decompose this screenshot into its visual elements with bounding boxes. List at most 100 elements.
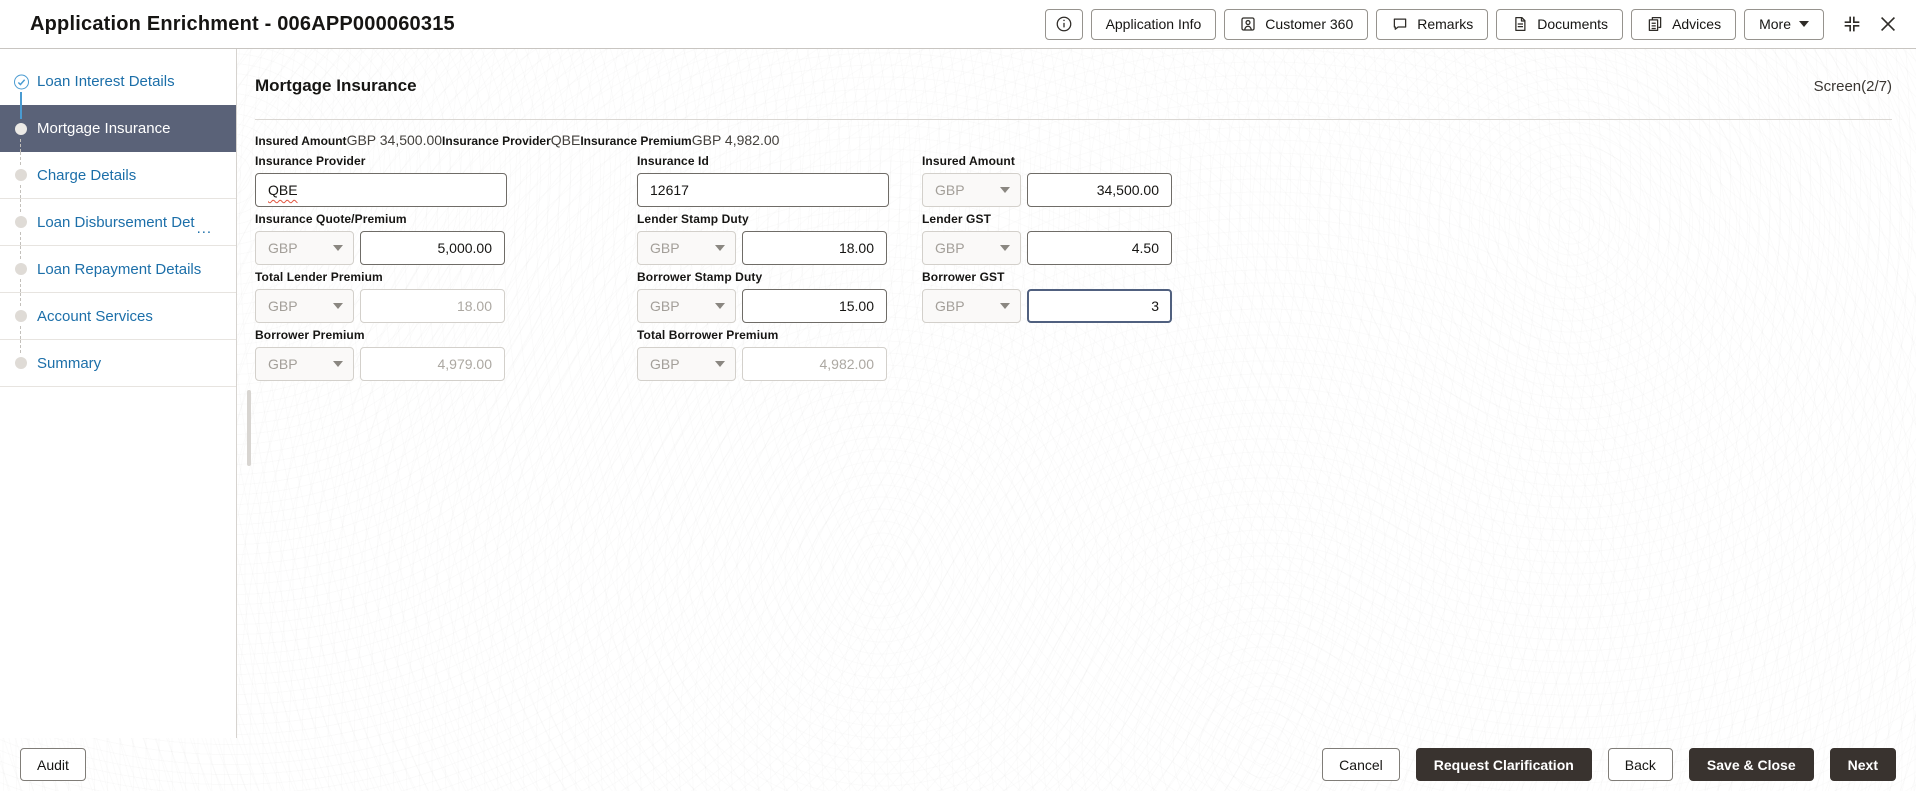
field-value: 5,000.00 xyxy=(437,240,493,256)
chevron-down-icon xyxy=(333,361,343,367)
insurance-summary-strip: Insured Amount GBP 34,500.00 Insurance Pr… xyxy=(255,132,1892,150)
insurance-id-input[interactable]: 12617 xyxy=(637,173,889,207)
field-value: 18.00 xyxy=(838,240,874,256)
sidebar-item-summary[interactable]: Summary xyxy=(0,340,236,387)
section-divider xyxy=(255,119,1892,120)
field-label: Insurance Quote/Premium xyxy=(255,212,407,226)
total-borrower-premium-currency-select[interactable]: GBP xyxy=(637,347,736,381)
info-icon xyxy=(1055,15,1073,33)
info-button[interactable] xyxy=(1044,8,1083,40)
form-field-borrower-premium: Borrower Premium GBP 4,979.00 xyxy=(255,328,637,382)
sidebar-item-loan-interest-details[interactable]: Loan Interest Details xyxy=(0,58,236,105)
remarks-button[interactable]: Remarks xyxy=(1376,8,1489,40)
chevron-down-icon xyxy=(1000,245,1010,251)
sidebar-item-mortgage-insurance[interactable]: Mortgage Insurance xyxy=(0,105,236,152)
field-label: Insurance Id xyxy=(637,154,709,168)
borrower-stamp-duty-currency-select[interactable]: GBP xyxy=(637,289,736,323)
mortgage-insurance-form: Insurance Provider QBE Insurance Id 12617 In… xyxy=(255,154,1892,382)
customer-360-button[interactable]: Customer 360 xyxy=(1224,8,1369,40)
lender-stamp-duty-currency-select[interactable]: GBP xyxy=(637,231,736,265)
summary-value: QBE xyxy=(550,132,581,148)
save-close-button[interactable]: Save & Close xyxy=(1688,748,1814,781)
field-value: 15.00 xyxy=(838,298,874,314)
borrower-premium-input[interactable]: 4,979.00 xyxy=(360,347,505,381)
step-bullet-icon xyxy=(15,263,27,275)
total-borrower-premium-input[interactable]: 4,982.00 xyxy=(742,347,887,381)
borrower-gst-currency-select[interactable]: GBP xyxy=(922,289,1021,323)
form-field-insured-amount: Insured Amount GBP 34,500.00 xyxy=(922,154,1182,208)
more-button[interactable]: More xyxy=(1744,8,1824,40)
sidebar-item-label: Account Services xyxy=(37,307,153,325)
form-field-total-borrower-premium: Total Borrower Premium GBP 4,982.00 xyxy=(637,328,922,382)
step-bullet-icon xyxy=(15,310,27,322)
field-input-row: GBP 4.50 xyxy=(922,231,1182,265)
chevron-down-icon xyxy=(1799,21,1809,27)
borrower-premium-currency-select[interactable]: GBP xyxy=(255,347,354,381)
insurance-quote-premium-currency-select[interactable]: GBP xyxy=(255,231,354,265)
insurance-provider-input[interactable]: QBE xyxy=(255,173,507,207)
back-button[interactable]: Back xyxy=(1607,748,1673,781)
summary-value: GBP 34,500.00 xyxy=(346,132,443,148)
lender-gst-currency-select[interactable]: GBP xyxy=(922,231,1021,265)
form-field-lender-gst: Lender GST GBP 4.50 xyxy=(922,212,1182,266)
content-header: Mortgage Insurance Screen(2/7) xyxy=(255,49,1892,99)
chevron-down-icon xyxy=(1000,187,1010,193)
step-bullet-icon xyxy=(15,357,27,369)
sidebar-item-loan-repayment-details[interactable]: Loan Repayment Details xyxy=(0,246,236,293)
field-value: 4,982.00 xyxy=(819,356,875,372)
request-clarification-button[interactable]: Request Clarification xyxy=(1415,748,1592,781)
field-label: Insurance Provider xyxy=(255,154,366,168)
application-info-button[interactable]: Application Info xyxy=(1090,8,1217,40)
more-label: More xyxy=(1759,16,1791,32)
insurance-quote-premium-input[interactable]: 5,000.00 xyxy=(360,231,505,265)
currency-code: GBP xyxy=(268,240,298,256)
field-label: Lender GST xyxy=(922,212,992,226)
application-info-label: Application Info xyxy=(1105,16,1202,32)
sidebar-item-account-services[interactable]: Account Services xyxy=(0,293,236,340)
lender-gst-input[interactable]: 4.50 xyxy=(1027,231,1172,265)
chevron-down-icon xyxy=(333,245,343,251)
currency-code: GBP xyxy=(935,240,965,256)
step-connector-line xyxy=(20,105,22,119)
summary-value: GBP 4,982.00 xyxy=(691,132,780,148)
sidebar-item-loan-disbursement-det[interactable]: Loan Disbursement Det... xyxy=(0,199,236,246)
insured-amount-currency-select[interactable]: GBP xyxy=(922,173,1021,207)
step-bullet-icon xyxy=(15,122,27,135)
truncation-ellipsis: ... xyxy=(196,219,213,237)
field-label: Borrower Stamp Duty xyxy=(637,270,763,284)
borrower-gst-input[interactable]: 3 xyxy=(1027,289,1172,323)
currency-code: GBP xyxy=(935,182,965,198)
remarks-label: Remarks xyxy=(1417,16,1474,32)
advices-button[interactable]: Advices xyxy=(1631,8,1737,40)
lender-stamp-duty-input[interactable]: 18.00 xyxy=(742,231,887,265)
fullscreen-toggle-icon[interactable] xyxy=(1838,10,1866,38)
section-title: Mortgage Insurance xyxy=(255,76,417,95)
check-icon xyxy=(14,74,29,89)
field-input-row: GBP 5,000.00 xyxy=(255,231,637,265)
summary-label: Insurance Premium xyxy=(580,134,692,148)
field-input-row: GBP 4,982.00 xyxy=(637,347,922,381)
next-button[interactable]: Next xyxy=(1829,748,1896,781)
field-input-row: QBE xyxy=(255,173,637,207)
step-connector-line xyxy=(20,185,21,198)
footer-action-bar: Audit Cancel Request Clarification Back … xyxy=(0,738,1916,791)
total-lender-premium-currency-select[interactable]: GBP xyxy=(255,289,354,323)
insured-amount-input[interactable]: 34,500.00 xyxy=(1027,173,1172,207)
page-title: Application Enrichment - 006APP000060315 xyxy=(30,12,455,35)
cancel-button[interactable]: Cancel xyxy=(1322,748,1400,781)
advices-label: Advices xyxy=(1672,16,1722,32)
audit-button[interactable]: Audit xyxy=(20,748,86,781)
documents-button[interactable]: Documents xyxy=(1496,8,1624,40)
sidebar-item-charge-details[interactable]: Charge Details xyxy=(0,152,236,199)
field-label: Total Lender Premium xyxy=(255,270,383,284)
sidebar-item-label: Loan Interest Details xyxy=(37,73,175,90)
total-lender-premium-input[interactable]: 18.00 xyxy=(360,289,505,323)
borrower-stamp-duty-input[interactable]: 15.00 xyxy=(742,289,887,323)
chevron-down-icon xyxy=(1000,303,1010,309)
main-area: Loan Interest Details Mortgage Insurance C… xyxy=(0,49,1916,738)
scrollbar-thumb[interactable] xyxy=(247,390,251,466)
form-field-borrower-gst: Borrower GST GBP 3 xyxy=(922,270,1182,324)
form-field-total-lender-premium: Total Lender Premium GBP 18.00 xyxy=(255,270,637,324)
close-icon[interactable] xyxy=(1874,10,1902,38)
